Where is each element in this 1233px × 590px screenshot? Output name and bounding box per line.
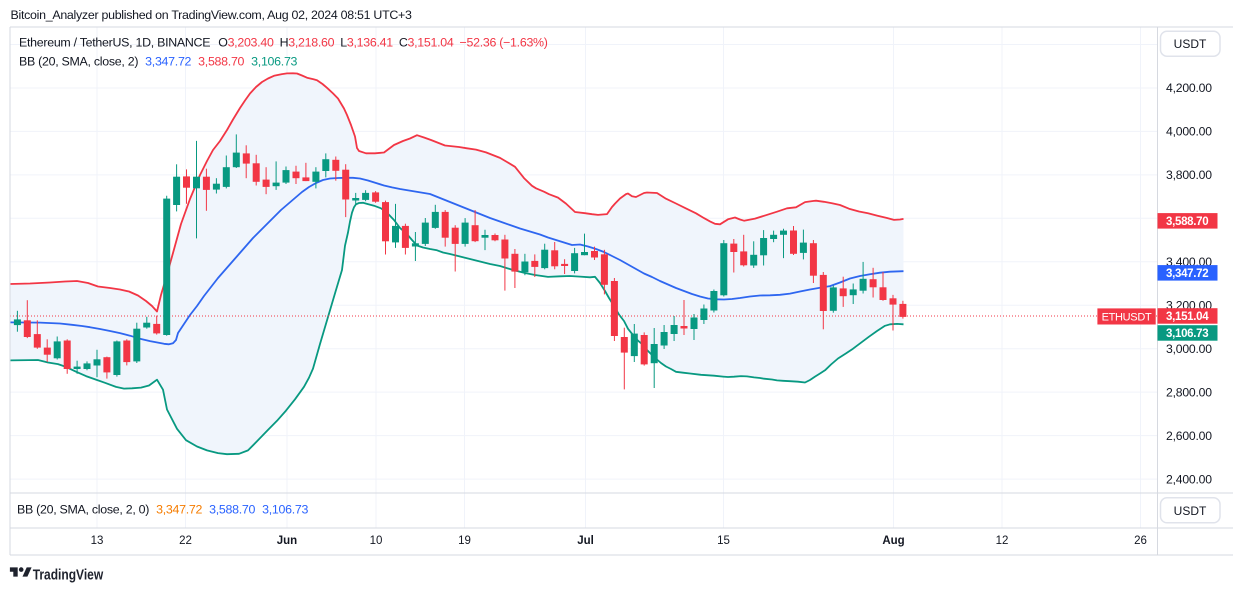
svg-text:BB (20, SMA, close, 2, 0)3,347: BB (20, SMA, close, 2, 0) 3,347.72 3,588.7…: [17, 503, 308, 517]
svg-text:13: 13: [91, 535, 104, 547]
svg-text:4,200.00: 4,200.00: [1166, 81, 1212, 95]
svg-text:22: 22: [179, 535, 192, 547]
svg-text:26: 26: [1134, 535, 1147, 547]
svg-text:3,588.70: 3,588.70: [1166, 216, 1208, 228]
svg-text:12: 12: [996, 535, 1009, 547]
svg-text:USDT: USDT: [1174, 37, 1207, 51]
svg-text:Bitcoin_Analyzer published on: Bitcoin_Analyzer published on TradingVie…: [11, 8, 412, 22]
svg-text:4,000.00: 4,000.00: [1166, 125, 1212, 139]
svg-text:3,000.00: 3,000.00: [1166, 342, 1212, 356]
svg-text:3,800.00: 3,800.00: [1166, 168, 1212, 182]
svg-text:Aug: Aug: [882, 535, 904, 547]
svg-text:19: 19: [458, 535, 471, 547]
svg-text:2,400.00: 2,400.00: [1166, 472, 1212, 486]
svg-text:ETHUSDT: ETHUSDT: [1102, 312, 1152, 324]
svg-text:10: 10: [370, 535, 383, 547]
svg-text:USDT: USDT: [1174, 504, 1207, 518]
svg-text:3,106.73: 3,106.73: [1166, 328, 1208, 340]
svg-text:3,347.72: 3,347.72: [1166, 268, 1208, 280]
svg-text:15: 15: [717, 535, 730, 547]
svg-text:2,800.00: 2,800.00: [1166, 385, 1212, 399]
svg-text:2,600.00: 2,600.00: [1166, 429, 1212, 443]
svg-text:Jul: Jul: [577, 535, 594, 547]
svg-text:BB (20, SMA, close, 2)3,347.72: BB (20, SMA, close, 2) 3,347.72 3,588.70 3,…: [19, 55, 298, 69]
svg-text:3,151.04: 3,151.04: [1166, 311, 1209, 323]
svg-text:Jun: Jun: [277, 535, 297, 547]
svg-text:Ethereum / TetherUS, 1D, BINAN: Ethereum / TetherUS, 1D, BINANCE O3,203.4…: [19, 36, 548, 50]
svg-text:TradingView: TradingView: [33, 567, 104, 584]
